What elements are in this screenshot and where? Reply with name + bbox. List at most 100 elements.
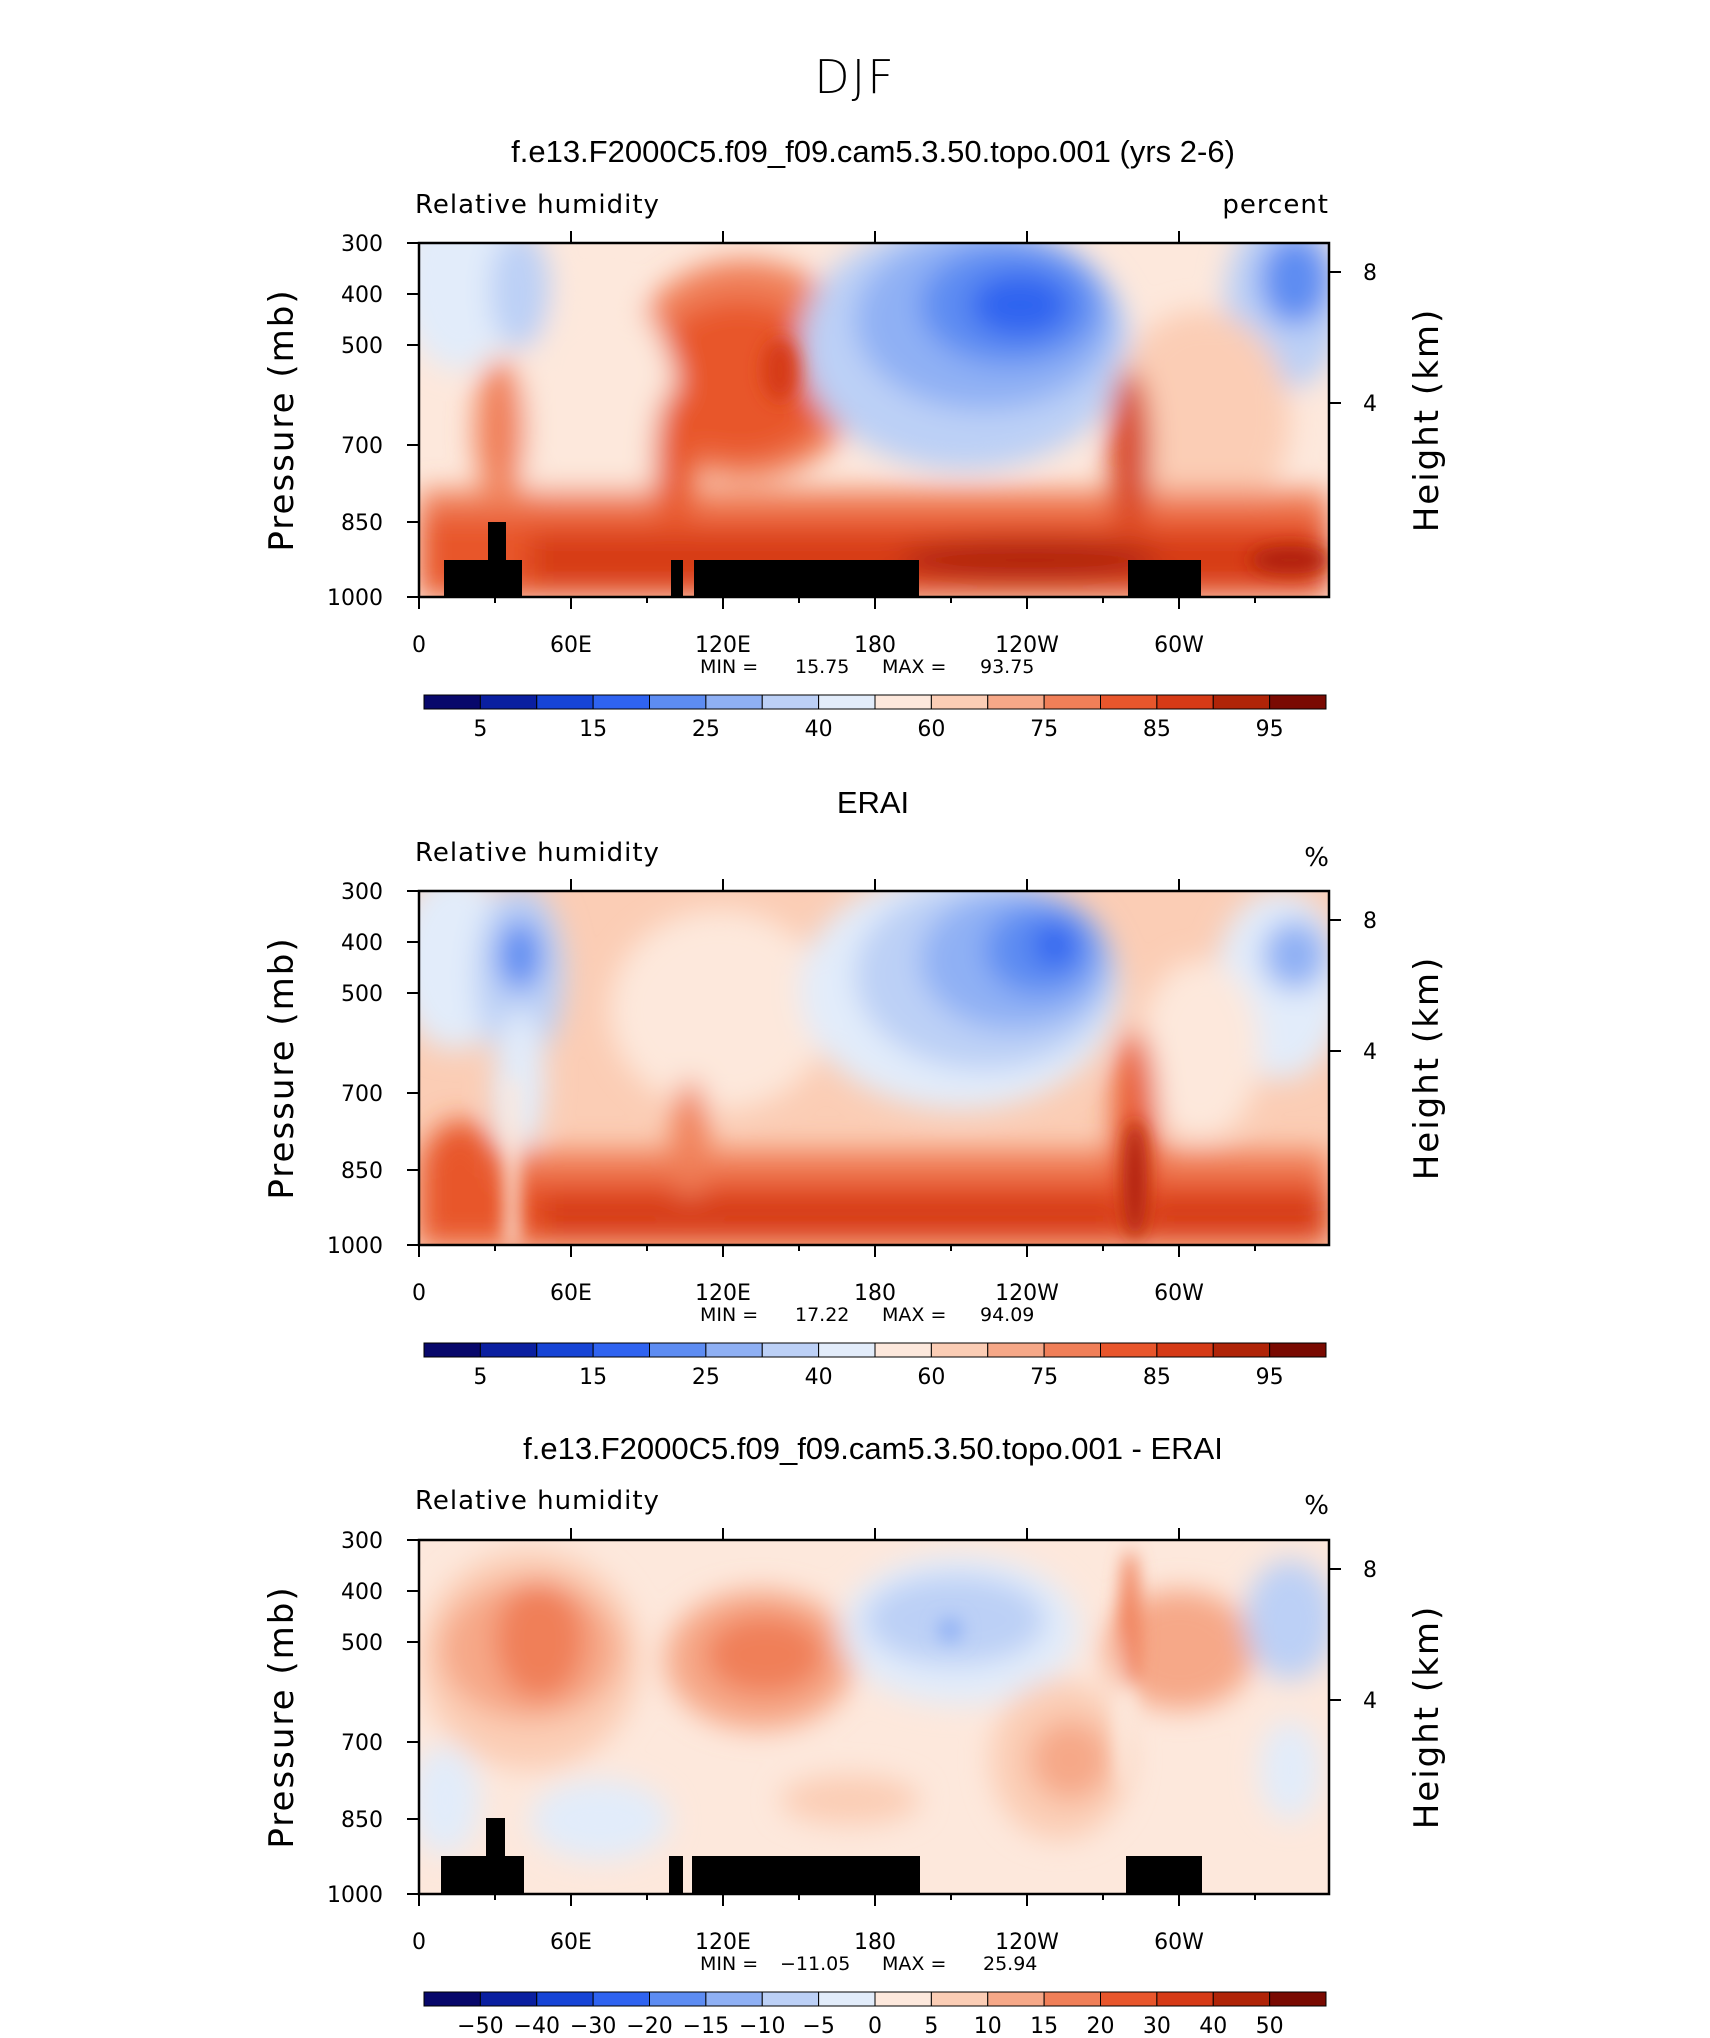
y-tick-label: 300: [341, 232, 383, 257]
y-axis-label: Pressure (mb): [262, 288, 302, 551]
units-label: percent: [1222, 190, 1329, 220]
colorbar: 5 15 25 40 60 75 85 95: [423, 1342, 1327, 1390]
x-tick-label: 60E: [550, 633, 592, 658]
y2-axis-label: Height (km): [1407, 308, 1447, 533]
min-value: 15.75: [795, 656, 849, 678]
colorbar-box: [1212, 1991, 1271, 2007]
colorbar-box: [536, 694, 594, 710]
contour-field: [419, 1540, 1329, 1894]
min-label: MIN =: [700, 656, 758, 678]
x-tick-label: 0: [412, 1930, 426, 1955]
colorbar-box: [479, 1991, 538, 2007]
variable-label: Relative humidity: [415, 838, 660, 868]
y-tick-label: 400: [341, 931, 383, 956]
colorbar-box: [1043, 694, 1101, 710]
y-tick-label: 400: [341, 1580, 383, 1605]
colorbar-box: [479, 694, 538, 710]
colorbar-box: [1043, 1342, 1101, 1358]
colorbar-box: [930, 694, 989, 710]
y-axis-label: Pressure (mb): [262, 1585, 302, 1848]
x-tick-label: 60E: [550, 1281, 592, 1306]
x-ticks: [418, 879, 1256, 1257]
colorbar-label: 50: [1256, 2014, 1284, 2038]
y-tick-label: 850: [341, 1808, 383, 1833]
y2-tick-label: 4: [1363, 392, 1377, 417]
x-tick-label: 120E: [695, 1281, 751, 1306]
y2-tick-label: 4: [1363, 1040, 1377, 1065]
topography-mask: [444, 522, 1201, 597]
contour-field: [419, 243, 1329, 597]
x-tick-label: 120W: [995, 1930, 1059, 1955]
colorbar-label: −15: [683, 2014, 729, 2038]
colorbar-label: 5: [473, 1365, 487, 1390]
colorbar-box: [987, 1991, 1045, 2007]
contour-field: [419, 891, 1329, 1245]
x-tick-label: 60W: [1154, 1930, 1204, 1955]
colorbar-label: 10: [974, 2014, 1002, 2038]
y-tick-label: 700: [341, 1082, 383, 1107]
panel-title: f.e13.F2000C5.f09_f09.cam5.3.50.topo.001…: [523, 1431, 1223, 1466]
colorbar-label: 25: [692, 1365, 720, 1390]
figure-title: DJF: [814, 50, 895, 104]
y-tick-label: 1000: [327, 1234, 383, 1259]
colorbar-box: [874, 1342, 932, 1358]
colorbar-label: −50: [457, 2014, 503, 2038]
colorbar-label: 85: [1143, 1365, 1171, 1390]
x-tick-label: 180: [854, 1281, 896, 1306]
colorbar-box: [536, 1991, 594, 2007]
colorbar-label: 95: [1256, 717, 1284, 742]
x-tick-label: 60E: [550, 1930, 592, 1955]
colorbar-box: [1100, 1991, 1158, 2007]
y-axis-label: Pressure (mb): [262, 936, 302, 1199]
colorbar-box: [874, 1991, 932, 2007]
x-tick-label: 0: [412, 1281, 426, 1306]
min-label: MIN =: [700, 1304, 758, 1326]
y-ticks: [407, 1539, 1341, 1895]
y2-axis-label: Height (km): [1407, 956, 1447, 1181]
colorbar-box: [1212, 694, 1271, 710]
colorbar-box: [1156, 1991, 1214, 2007]
colorbar-label: −10: [739, 2014, 785, 2038]
max-value: 93.75: [980, 656, 1034, 678]
y-tick-label: 700: [341, 434, 383, 459]
y-ticks: [407, 242, 1341, 598]
min-value: −11.05: [780, 1953, 850, 1975]
variable-label: Relative humidity: [415, 190, 660, 220]
x-tick-label: 60W: [1154, 633, 1204, 658]
colorbar-label: −5: [802, 2014, 834, 2038]
colorbar-label: 25: [692, 717, 720, 742]
colorbar: 5 15 25 40 60 75 85 95: [423, 694, 1327, 742]
max-value: 94.09: [980, 1304, 1034, 1326]
colorbar-label: 40: [805, 1365, 833, 1390]
colorbar-label: −40: [514, 2014, 560, 2038]
x-tick-label: 180: [854, 633, 896, 658]
colorbar-label: 75: [1030, 717, 1058, 742]
y-tick-label: 500: [341, 982, 383, 1007]
colorbar-box: [874, 694, 932, 710]
panel-obs: ERAI Relative humidity %: [262, 785, 1447, 1390]
panel-model: f.e13.F2000C5.f09_f09.cam5.3.50.topo.001…: [262, 134, 1447, 742]
variable-label: Relative humidity: [415, 1486, 660, 1516]
units-label: %: [1304, 843, 1329, 873]
colorbar-box: [1100, 694, 1158, 710]
colorbar-box: [1269, 694, 1327, 710]
x-tick-label: 0: [412, 633, 426, 658]
colorbar-box: [649, 1991, 707, 2007]
colorbar-label: 0: [868, 2014, 882, 2038]
max-value: 25.94: [983, 1953, 1037, 1975]
colorbar-box: [705, 1991, 763, 2007]
colorbar-box: [987, 694, 1045, 710]
y2-tick-label: 8: [1363, 909, 1377, 934]
colorbar-box: [592, 1342, 650, 1358]
x-ticks: [418, 1528, 1256, 1906]
y-tick-label: 1000: [327, 586, 383, 611]
colorbar-label: 5: [924, 2014, 938, 2038]
colorbar-box: [705, 694, 763, 710]
min-label: MIN =: [700, 1953, 758, 1975]
panel-diff: f.e13.F2000C5.f09_f09.cam5.3.50.topo.001…: [262, 1431, 1447, 2038]
y-ticks: [407, 890, 1341, 1246]
colorbar-box: [1156, 1342, 1214, 1358]
y2-axis-label: Height (km): [1407, 1605, 1447, 1830]
min-value: 17.22: [795, 1304, 849, 1326]
